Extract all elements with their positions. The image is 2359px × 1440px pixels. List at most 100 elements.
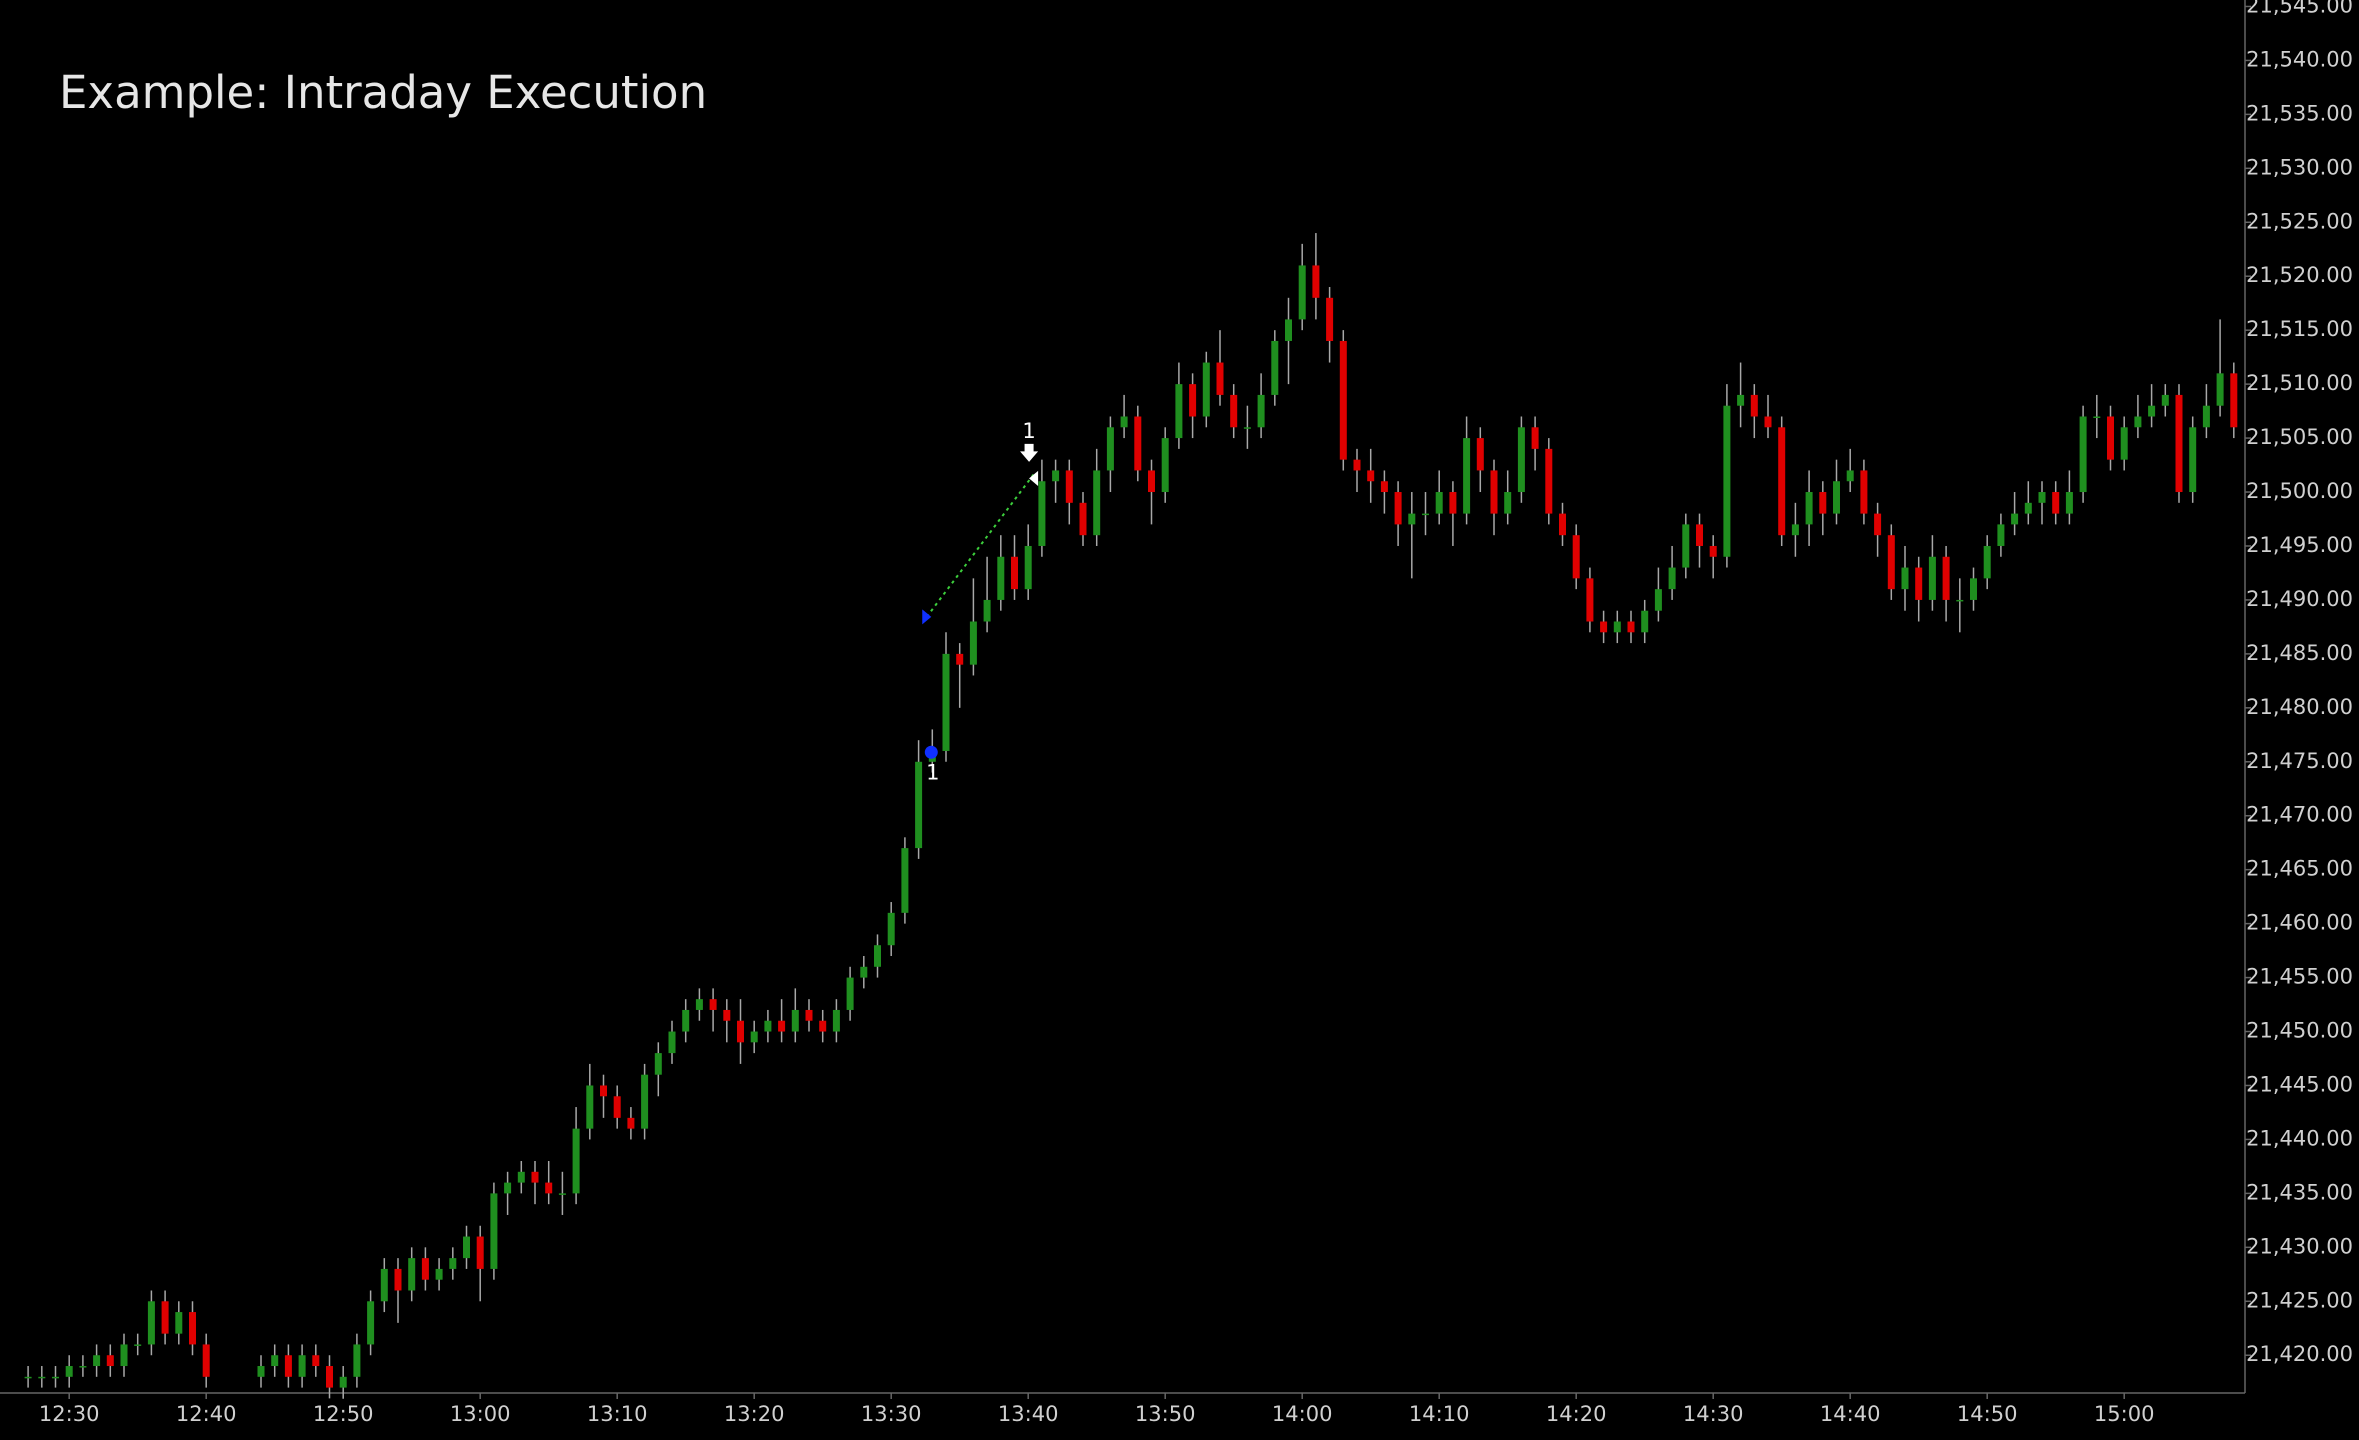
candle-body	[106, 1355, 114, 1367]
candle-body	[1586, 578, 1594, 622]
x-tick-label: 14:20	[1546, 1402, 1607, 1426]
x-tick-label: 14:00	[1272, 1402, 1333, 1426]
candle-body	[1846, 470, 1854, 482]
candle-body	[1038, 481, 1046, 546]
y-tick-label: 21,475.00	[2246, 749, 2353, 773]
candle-body	[2107, 416, 2114, 460]
y-tick-label: 21,480.00	[2246, 695, 2353, 719]
y-tick-label: 21,435.00	[2246, 1180, 2353, 1204]
y-tick-label: 21,520.00	[2246, 263, 2353, 287]
candle-body	[2065, 492, 2073, 514]
candle-body	[627, 1117, 635, 1129]
candle-body	[1696, 524, 1703, 546]
candle-body	[367, 1301, 375, 1345]
candle-body	[2052, 492, 2060, 514]
candle-body	[1517, 427, 1525, 493]
candle-body	[545, 1182, 553, 1194]
candle-body	[2161, 394, 2169, 406]
candle-body	[257, 1366, 265, 1377]
candle-body	[969, 621, 977, 665]
candle-body	[120, 1344, 128, 1367]
candle-body	[2148, 405, 2156, 417]
candle-body	[408, 1258, 416, 1291]
candle-body	[1764, 416, 1772, 428]
candle-body	[1559, 513, 1566, 536]
candle-body	[298, 1355, 306, 1377]
x-tick-label: 14:50	[1957, 1402, 2018, 1426]
candle-body	[1285, 319, 1292, 341]
y-tick-label: 21,465.00	[2246, 857, 2353, 881]
candle-body	[600, 1085, 607, 1097]
y-tick-label: 21,420.00	[2246, 1342, 2353, 1366]
candle-body	[504, 1182, 512, 1194]
candle-body	[1490, 470, 1498, 514]
x-tick-label: 13:00	[450, 1402, 511, 1426]
candle-body	[1148, 470, 1155, 493]
candle-body	[1709, 545, 1717, 557]
candle-body	[572, 1128, 580, 1194]
candle-body	[1956, 599, 1964, 602]
candle-body	[353, 1344, 361, 1377]
candle-body	[189, 1312, 196, 1345]
candle-body	[1463, 438, 1471, 514]
candle-body	[874, 945, 881, 967]
candle-body	[147, 1301, 155, 1345]
candle-body	[805, 1009, 813, 1021]
y-tick-label: 21,430.00	[2246, 1234, 2353, 1258]
candle-body	[202, 1344, 210, 1377]
y-tick-label: 21,495.00	[2246, 533, 2353, 557]
x-tick-label: 13:40	[998, 1402, 1059, 1426]
candle-body	[1394, 492, 1402, 525]
candle-body	[449, 1258, 457, 1269]
candle-body	[1024, 545, 1032, 590]
candle-body	[1641, 610, 1649, 633]
candle-body	[1833, 481, 1840, 514]
candle-body	[1093, 470, 1101, 536]
candle-body	[764, 1020, 772, 1032]
exit-flag	[1029, 470, 1039, 486]
candle-body	[380, 1268, 388, 1302]
candle-body	[1901, 567, 1909, 590]
candle-body	[394, 1268, 402, 1291]
candle-body	[1216, 362, 1224, 395]
candle-body	[38, 1376, 46, 1379]
execution-link	[925, 471, 1036, 618]
candle-body	[1887, 535, 1895, 590]
x-tick-label: 14:30	[1683, 1402, 1744, 1426]
y-tick-label: 21,485.00	[2246, 641, 2353, 665]
entry-flag	[922, 609, 932, 625]
candle-body	[2175, 394, 2183, 493]
candle-body	[1545, 448, 1553, 514]
candle-body	[695, 999, 703, 1010]
x-tick-label: 13:20	[724, 1402, 785, 1426]
candle-body	[1654, 589, 1662, 611]
candle-body	[1367, 470, 1375, 482]
candle-body	[1202, 362, 1210, 417]
y-tick-label: 21,510.00	[2246, 371, 2353, 395]
candle-body	[1860, 470, 1868, 514]
candle-body	[339, 1376, 347, 1388]
entry-marker	[924, 745, 938, 759]
candle-body	[1915, 567, 1923, 600]
x-tick-label: 14:10	[1409, 1402, 1470, 1426]
y-tick-label: 21,460.00	[2246, 911, 2353, 935]
candle-body	[983, 599, 991, 622]
candle-body	[997, 556, 1005, 600]
candle-body	[1161, 438, 1169, 493]
candle-body	[654, 1053, 662, 1075]
candle-body	[1778, 427, 1786, 536]
candle-body	[1723, 405, 1731, 557]
candle-body	[723, 1009, 731, 1021]
candle-body	[2093, 416, 2101, 418]
candle-body	[1435, 492, 1443, 514]
candle-body	[1737, 394, 1745, 406]
x-tick-label: 12:40	[176, 1402, 237, 1426]
candle-body	[476, 1236, 484, 1269]
candle-body	[682, 1009, 690, 1032]
candle-body	[1339, 340, 1347, 460]
candle-body	[901, 848, 909, 913]
x-tick-label: 14:40	[1820, 1402, 1881, 1426]
candle-body	[1271, 340, 1279, 395]
y-tick-label: 21,540.00	[2246, 47, 2353, 71]
x-tick-label: 15:00	[2094, 1402, 2155, 1426]
